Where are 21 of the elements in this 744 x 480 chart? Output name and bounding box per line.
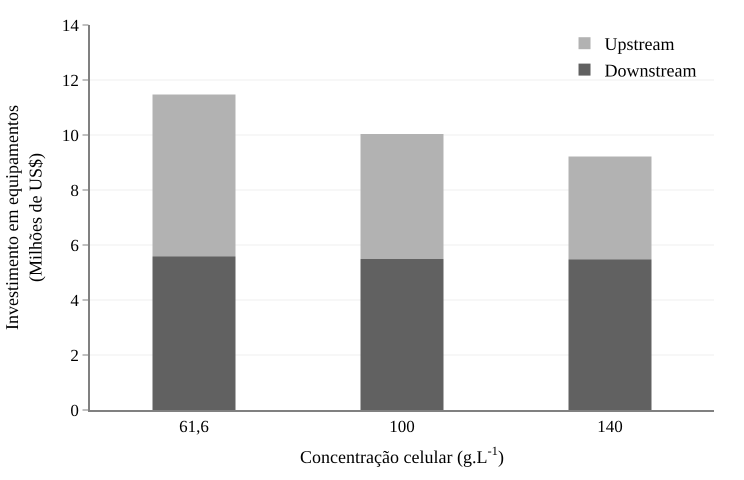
x-tick-label: 61,6 xyxy=(179,417,209,436)
bar xyxy=(152,94,236,256)
bar xyxy=(360,134,444,259)
x-tick-label: 140 xyxy=(597,417,623,436)
bar xyxy=(568,156,652,260)
y-tick-label: 4 xyxy=(70,290,80,310)
legend-label: Upstream xyxy=(604,34,675,54)
y-tick-label: 6 xyxy=(70,236,79,255)
y-tick-label: 8 xyxy=(70,180,79,200)
y-tick-label: 14 xyxy=(62,16,80,35)
y-tick-label: 0 xyxy=(70,400,79,420)
y-axis-title: Investimento em equipamentos (Milhões de US$) xyxy=(2,105,46,330)
y-tick-label: 10 xyxy=(62,126,79,145)
bar xyxy=(152,256,236,410)
y-tick-label: 2 xyxy=(70,346,79,365)
bar xyxy=(360,258,444,410)
y-tick-label: 12 xyxy=(62,70,79,90)
x-tick-label: 100 xyxy=(389,417,415,436)
legend-label: Downstream xyxy=(604,60,697,81)
bar xyxy=(568,260,652,410)
x-axis-title: Concentração celular (g.L$^{-1}$) xyxy=(300,444,504,467)
